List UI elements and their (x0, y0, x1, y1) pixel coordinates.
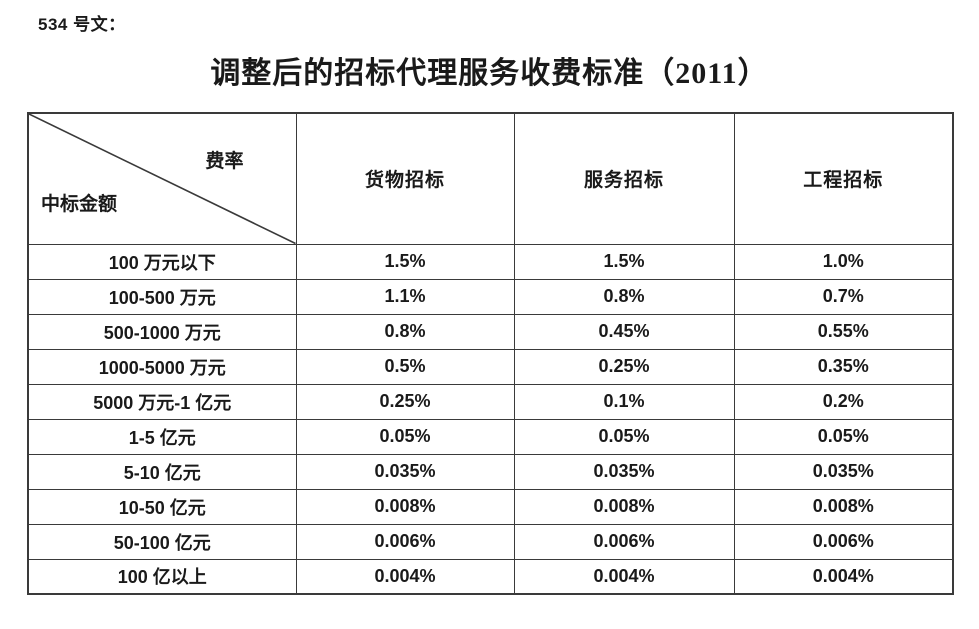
table-row: 100 亿以上 0.004% 0.004% 0.004% (27, 558, 954, 595)
row-label: 100 万元以下 (27, 243, 297, 280)
table-row: 100 万元以下 1.5% 1.5% 1.0% (27, 243, 954, 280)
fee-cell: 1.0% (733, 243, 954, 280)
fee-cell: 0.05% (733, 418, 954, 455)
table-row: 1000-5000 万元 0.5% 0.25% 0.35% (27, 348, 954, 385)
doc-number-label: 534 号文： (38, 15, 126, 34)
fee-cell: 0.006% (733, 523, 954, 560)
corner-label-bid-amount: 中标金额 (41, 193, 118, 215)
fee-cell: 0.004% (733, 558, 954, 595)
row-label: 1000-5000 万元 (27, 348, 297, 385)
fee-cell: 0.1% (513, 383, 735, 420)
table-row: 5-10 亿元 0.035% 0.035% 0.035% (27, 453, 954, 490)
diagonal-line (29, 114, 296, 244)
fee-cell: 1.5% (513, 243, 735, 280)
fee-cell: 0.035% (513, 453, 735, 490)
row-label: 1-5 亿元 (27, 418, 297, 455)
table-row: 100-500 万元 1.1% 0.8% 0.7% (27, 278, 954, 315)
fee-cell: 0.05% (295, 418, 515, 455)
fee-cell: 0.008% (733, 488, 954, 525)
corner-cell: 费率 中标金额 (27, 112, 297, 245)
row-label: 5000 万元-1 亿元 (27, 383, 297, 420)
table-header-row: 费率 中标金额 货物招标 服务招标 工程招标 (27, 112, 954, 245)
fee-cell: 1.1% (295, 278, 515, 315)
table-row: 1-5 亿元 0.05% 0.05% 0.05% (27, 418, 954, 455)
fee-cell: 0.004% (513, 558, 735, 595)
fee-cell: 0.45% (513, 313, 735, 350)
column-header-engineering: 工程招标 (733, 112, 954, 245)
fee-cell: 0.55% (733, 313, 954, 350)
fee-cell: 0.25% (295, 383, 515, 420)
fee-cell: 0.2% (733, 383, 954, 420)
fee-cell: 0.008% (513, 488, 735, 525)
table-row: 5000 万元-1 亿元 0.25% 0.1% 0.2% (27, 383, 954, 420)
page-title: 调整后的招标代理服务收费标准（2011） (210, 57, 769, 90)
row-label: 50-100 亿元 (27, 523, 297, 560)
fee-cell: 0.35% (733, 348, 954, 385)
fee-cell: 0.035% (733, 453, 954, 490)
row-label: 100 亿以上 (27, 558, 297, 595)
fee-cell: 0.006% (513, 523, 735, 560)
fee-cell: 0.006% (295, 523, 515, 560)
fee-cell: 0.035% (295, 453, 515, 490)
row-label: 500-1000 万元 (27, 313, 297, 350)
column-header-goods: 货物招标 (295, 112, 515, 245)
fee-cell: 0.8% (295, 313, 515, 350)
fee-cell: 0.5% (295, 348, 515, 385)
fee-table: 费率 中标金额 货物招标 服务招标 工程招标 100 万元以下 1.5% 1.5… (27, 112, 954, 595)
table-row: 10-50 亿元 0.008% 0.008% 0.008% (27, 488, 954, 525)
corner-label-fee-rate: 费率 (205, 151, 244, 172)
column-header-services: 服务招标 (513, 112, 735, 245)
fee-cell: 0.05% (513, 418, 735, 455)
row-label: 10-50 亿元 (27, 488, 297, 525)
row-label: 5-10 亿元 (27, 453, 297, 490)
fee-cell: 0.7% (733, 278, 954, 315)
fee-cell: 0.8% (513, 278, 735, 315)
fee-cell: 0.008% (295, 488, 515, 525)
fee-cell: 0.004% (295, 558, 515, 595)
fee-cell: 0.25% (513, 348, 735, 385)
fee-cell: 1.5% (295, 243, 515, 280)
table-row: 50-100 亿元 0.006% 0.006% 0.006% (27, 523, 954, 560)
table-row: 500-1000 万元 0.8% 0.45% 0.55% (27, 313, 954, 350)
row-label: 100-500 万元 (27, 278, 297, 315)
